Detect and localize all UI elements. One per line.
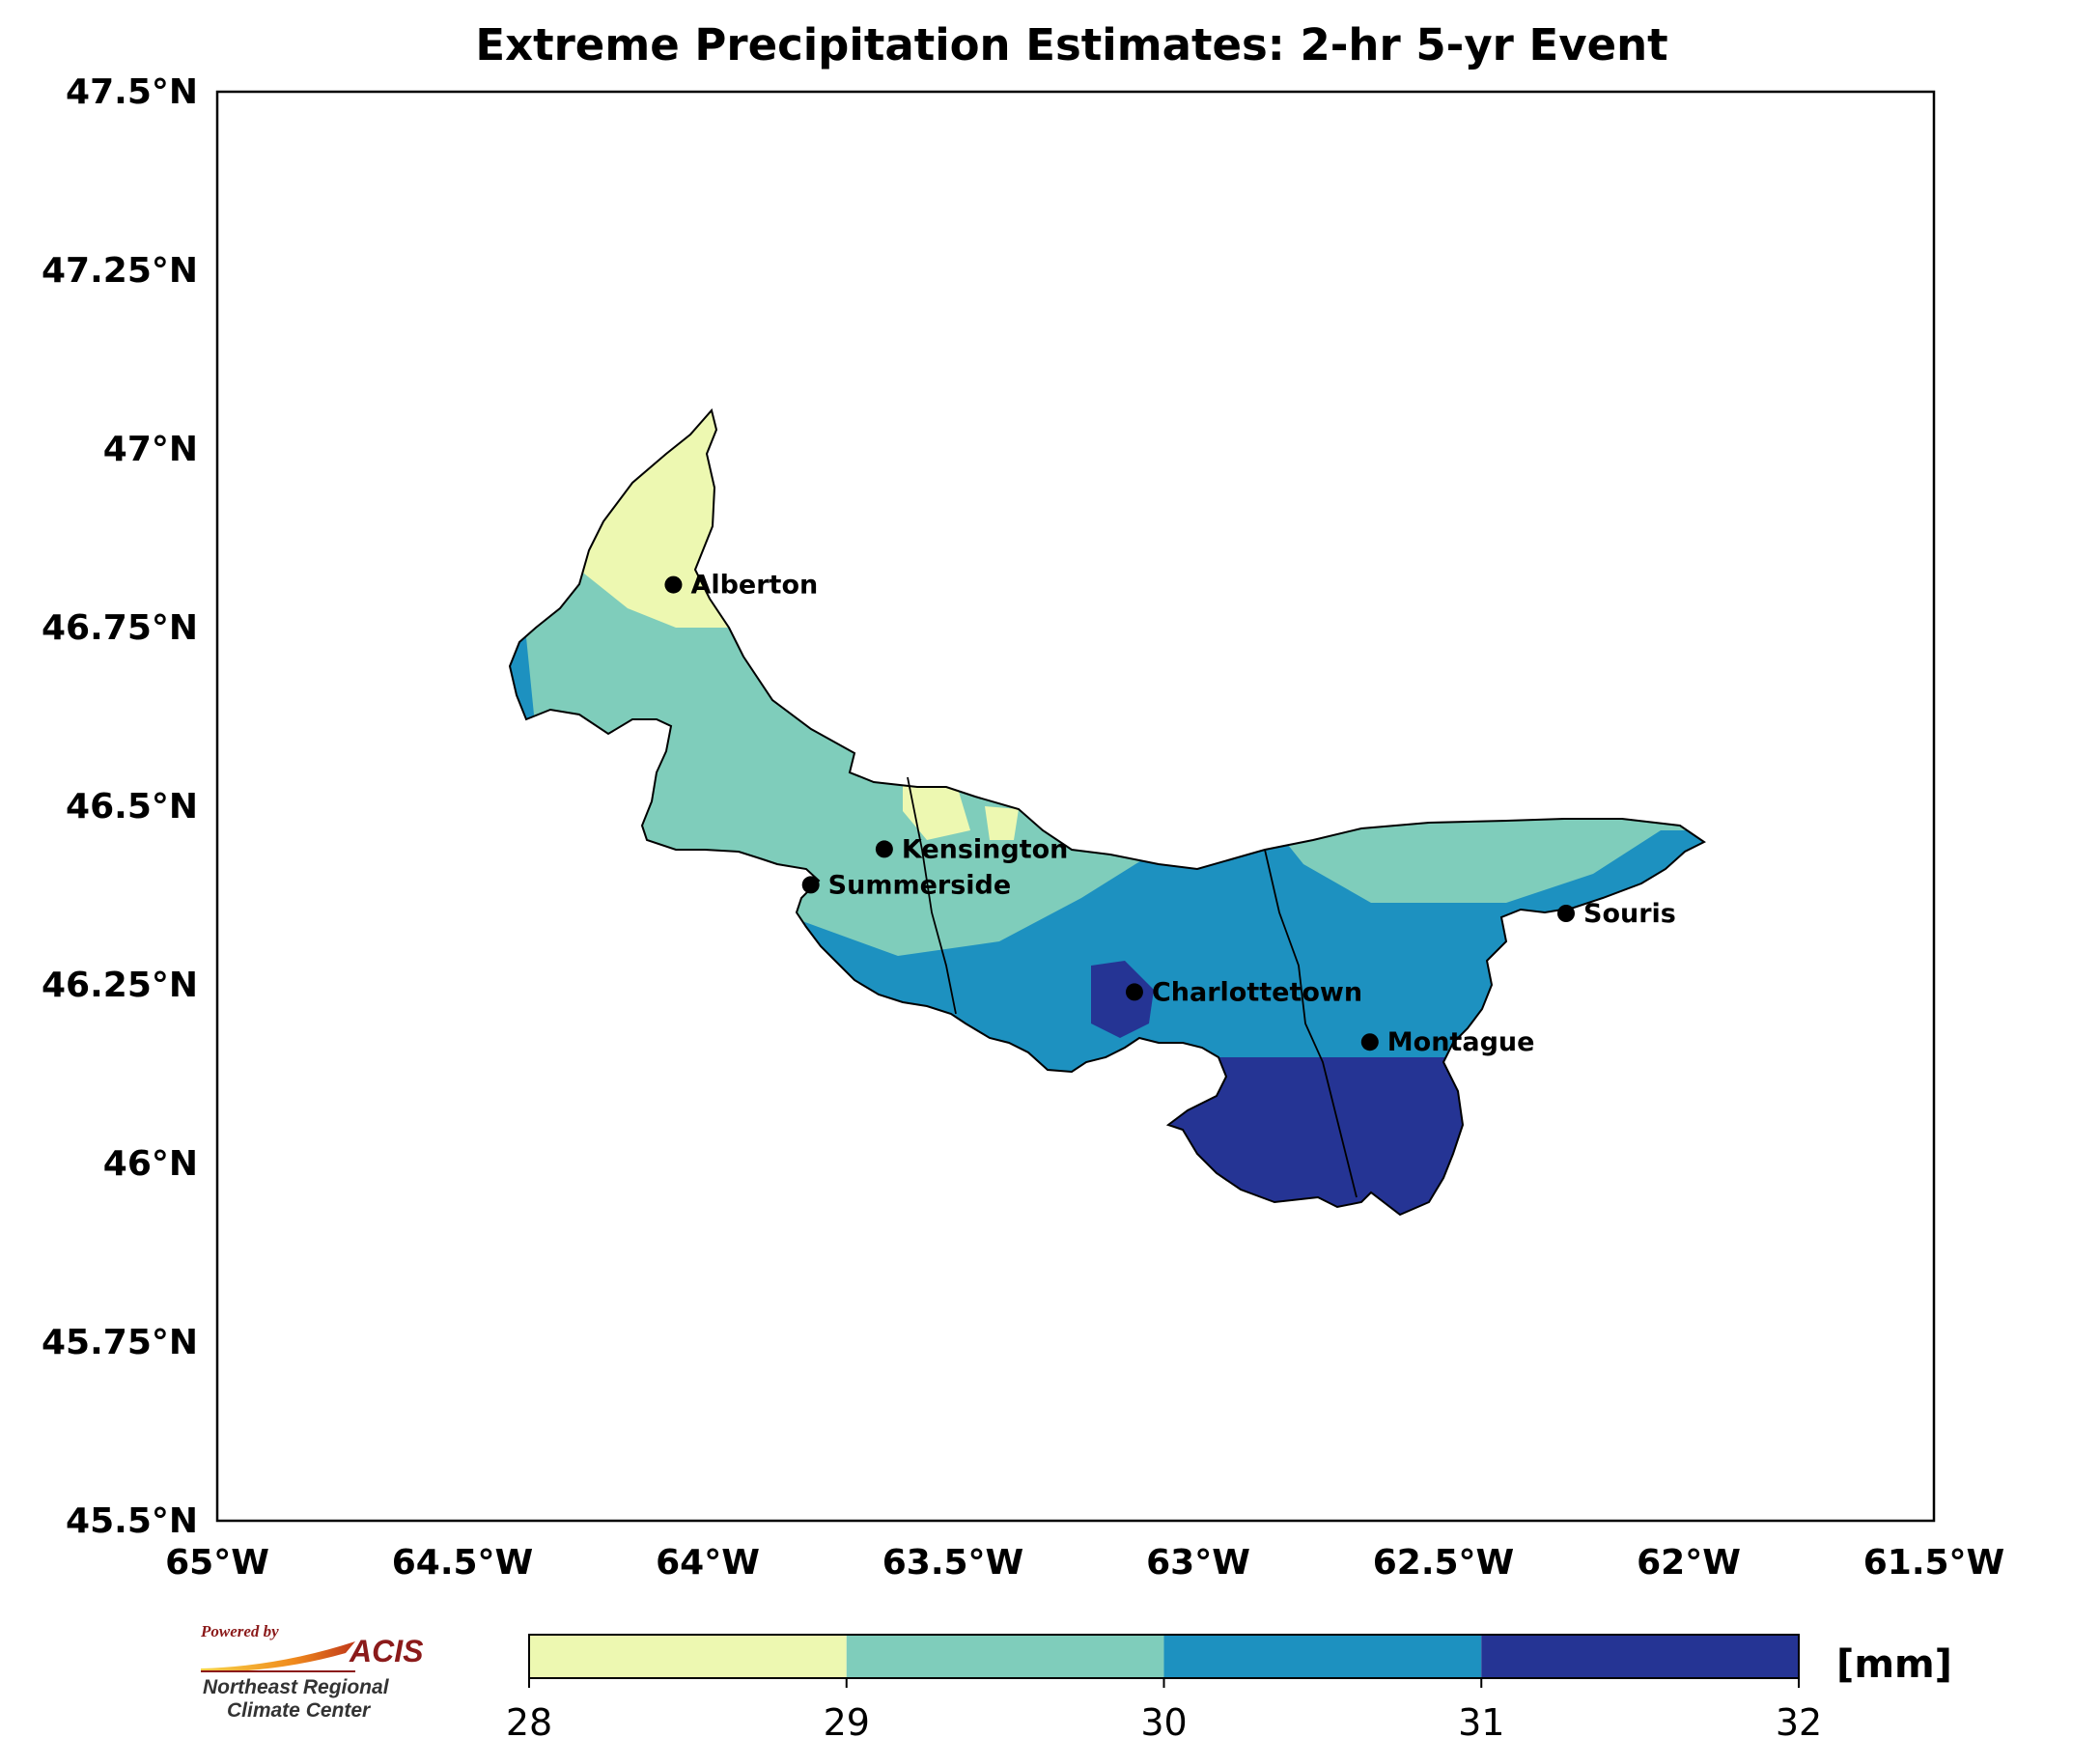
- y-tick-label: 47.5°N: [66, 72, 198, 112]
- x-tick-label: 61.5°W: [1863, 1543, 2005, 1583]
- city-marker-souris: [1557, 905, 1575, 922]
- map-frame: [215, 90, 1936, 1523]
- boundary-prince-queens: [907, 776, 957, 1015]
- y-tick-label: 46°N: [103, 1144, 198, 1184]
- colorbar-tick-label: 32: [1776, 1701, 1822, 1738]
- y-tick-label: 46.25°N: [42, 966, 198, 1005]
- city-label-alberton: Alberton: [690, 571, 818, 601]
- y-tick-label: 45.75°N: [42, 1323, 198, 1362]
- colorbar-segment: [846, 1635, 1164, 1678]
- colorbar-segment: [1481, 1635, 1799, 1678]
- logo-org-line2: Climate Center: [227, 1699, 371, 1722]
- colorbar-tick-label: 30: [1140, 1701, 1187, 1738]
- city-marker-montague: [1360, 1033, 1379, 1051]
- region-28-29-east: [985, 806, 1019, 840]
- colorbar-tick-label: 31: [1458, 1701, 1504, 1738]
- x-tick-label: 65°W: [165, 1543, 269, 1583]
- x-tick-label: 63.5°W: [882, 1543, 1024, 1583]
- y-tick-label: 47.25°N: [42, 251, 198, 291]
- region-31-32-charlottetown: [1091, 961, 1154, 1038]
- logo-acis-text: ACIS: [350, 1634, 424, 1668]
- city-markers: Alberton Kensington Summerside Charlottetow…: [664, 571, 1676, 1057]
- x-tick-label: 62°W: [1637, 1543, 1741, 1583]
- x-tick-label: 62.5°W: [1373, 1543, 1515, 1583]
- axis-ticks: 65°W 64.5°W 64°W 63.5°W 63°W 62.5°W 62°W 61.5°W…: [42, 72, 2004, 1583]
- logo-org-line1: Northeast Regional: [203, 1676, 389, 1698]
- colorbar-unit: [mm]: [1836, 1642, 1952, 1687]
- county-boundaries: [907, 776, 1358, 1198]
- region-28-29-kensington: [903, 777, 970, 840]
- logo-powered-text: Powered by: [201, 1622, 279, 1640]
- city-label-charlottetown: Charlottetown: [1152, 977, 1362, 1007]
- colorbar-segment: [1163, 1635, 1482, 1678]
- y-tick-label: 46.5°N: [66, 787, 198, 827]
- city-label-summerside: Summerside: [828, 870, 1012, 900]
- colorbar-tick-label: 28: [506, 1701, 552, 1738]
- y-tick-label: 47°N: [103, 430, 198, 469]
- boundary-queens-kings: [1264, 849, 1358, 1198]
- y-tick-label: 46.75°N: [42, 608, 198, 648]
- city-label-souris: Souris: [1583, 899, 1676, 929]
- nrcc-acis-logo: Powered by ACIS Northeast Regional Clima…: [193, 1622, 444, 1728]
- colorbar: 28 29 30 31 32: [506, 1634, 1822, 1738]
- island-coastline: [508, 407, 1706, 1217]
- city-marker-alberton: [664, 575, 683, 594]
- city-marker-kensington: [875, 840, 893, 858]
- city-marker-charlottetown: [1125, 983, 1143, 1001]
- city-label-kensington: Kensington: [902, 834, 1069, 864]
- map-title: Extreme Precipitation Estimates: 2-hr 5-…: [475, 19, 1667, 70]
- city-label-montague: Montague: [1387, 1027, 1535, 1057]
- y-tick-label: 45.5°N: [66, 1501, 198, 1541]
- x-tick-label: 64.5°W: [392, 1543, 534, 1583]
- colorbar-tick-label: 29: [824, 1701, 870, 1738]
- logo-swoosh-icon: [201, 1641, 355, 1672]
- x-tick-label: 64°W: [656, 1543, 760, 1583]
- city-marker-summerside: [801, 876, 820, 894]
- x-tick-label: 63°W: [1146, 1543, 1250, 1583]
- colorbar-segment: [529, 1635, 847, 1678]
